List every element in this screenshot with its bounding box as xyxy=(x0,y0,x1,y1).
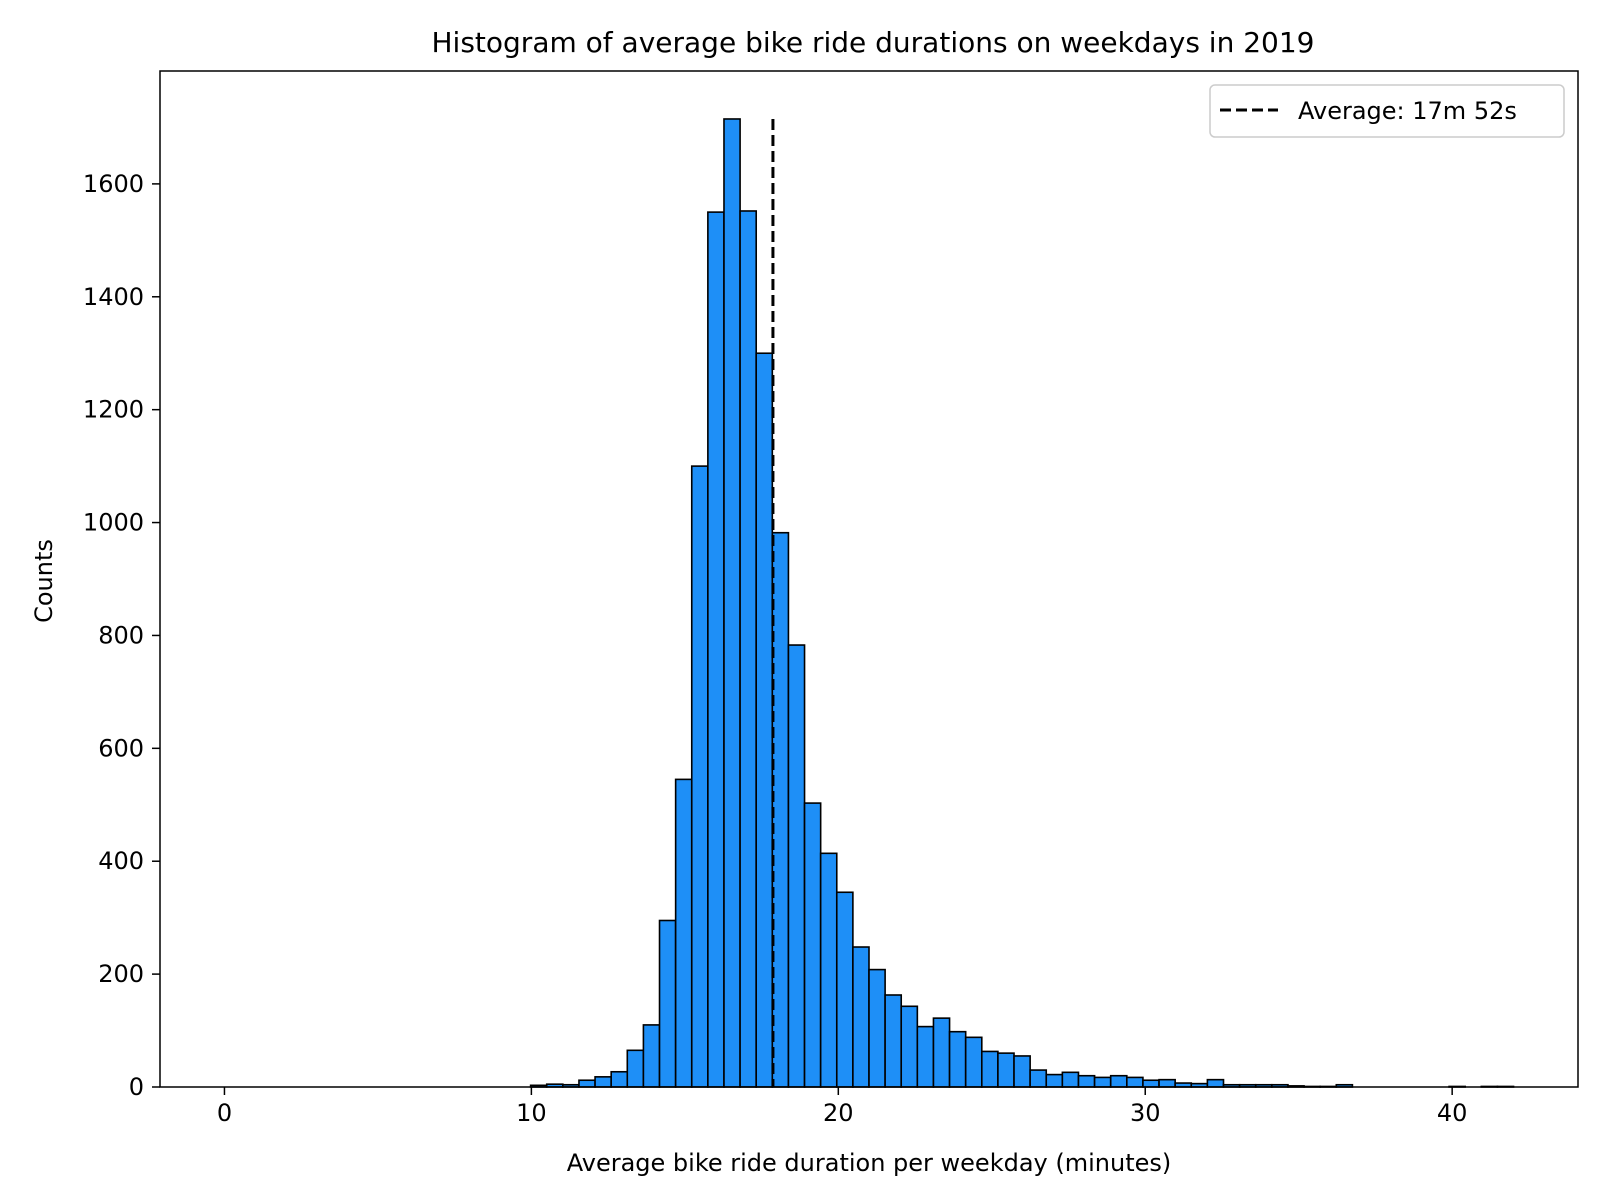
histogram-bar xyxy=(997,1052,1015,1088)
histogram-bar xyxy=(852,946,870,1088)
histogram-bar xyxy=(642,1024,661,1088)
histogram-bar xyxy=(1093,1076,1112,1088)
x-axis-ticks: 0 10 20 30 40 xyxy=(217,1087,1468,1127)
y-tick-label: 600 xyxy=(98,734,144,762)
histogram-bar xyxy=(980,1050,999,1088)
legend-entry-average: Average: 17m 52s xyxy=(1298,97,1517,125)
histogram-bar xyxy=(868,968,886,1088)
histogram-bar xyxy=(1126,1076,1144,1088)
histogram-bar xyxy=(1158,1078,1176,1088)
histogram-bar xyxy=(1142,1079,1160,1088)
histogram-bar xyxy=(626,1049,645,1088)
y-tick-label: 800 xyxy=(98,621,144,649)
histogram-bar xyxy=(916,1025,935,1088)
histogram-bar xyxy=(1029,1069,1048,1088)
histogram-bar xyxy=(900,1005,919,1088)
y-tick-label: 1400 xyxy=(83,283,144,311)
x-tick-label: 10 xyxy=(516,1099,547,1127)
x-tick-label: 40 xyxy=(1437,1099,1468,1127)
y-tick-label: 1600 xyxy=(83,170,144,198)
histogram-bar xyxy=(690,465,709,1088)
y-tick-label: 200 xyxy=(98,960,144,988)
y-tick-label: 1200 xyxy=(83,396,144,424)
plot-frame xyxy=(159,70,1579,1088)
legend-box xyxy=(1209,84,1565,138)
x-axis-label: Average bike ride duration per weekday (… xyxy=(567,1149,1172,1177)
x-tick-label: 0 xyxy=(217,1099,232,1127)
histogram-bar xyxy=(1077,1074,1096,1088)
histogram-bar xyxy=(707,211,725,1088)
x-tick-label: 30 xyxy=(1130,1099,1161,1127)
histogram-bar xyxy=(1061,1071,1080,1088)
histogram-bar xyxy=(658,919,677,1088)
histogram-bar xyxy=(1206,1078,1225,1088)
histogram-bar xyxy=(835,891,854,1088)
chart-title: Histogram of average bike ride durations… xyxy=(432,26,1315,59)
histogram-bar xyxy=(787,644,806,1088)
histogram-bar xyxy=(884,994,903,1088)
histogram-bars xyxy=(529,118,1515,1088)
y-tick-label: 1000 xyxy=(83,509,144,537)
histogram-bar xyxy=(594,1076,612,1088)
y-tick-label: 0 xyxy=(129,1073,144,1101)
histogram-bar xyxy=(1013,1055,1031,1088)
histogram-bar xyxy=(578,1079,596,1088)
x-tick-label: 20 xyxy=(823,1099,854,1127)
histogram-bar xyxy=(932,1017,951,1088)
histogram-bar xyxy=(964,1036,983,1088)
histogram-bar xyxy=(755,352,774,1088)
histogram-bar xyxy=(674,778,693,1088)
histogram-bar xyxy=(610,1070,629,1088)
histogram-bar xyxy=(948,1030,967,1088)
histogram-bar xyxy=(739,210,758,1088)
histogram-bar xyxy=(1109,1074,1128,1088)
histogram-bar xyxy=(771,531,790,1088)
histogram-bar xyxy=(819,852,838,1088)
histogram-bar xyxy=(723,118,741,1088)
y-axis-ticks: 0 200 400 600 800 1000 1200 1400 1600 xyxy=(83,170,160,1101)
histogram-bar xyxy=(803,802,822,1088)
y-tick-label: 400 xyxy=(98,847,144,875)
legend: Average: 17m 52s xyxy=(1209,84,1565,138)
histogram-bar xyxy=(1045,1073,1064,1088)
y-axis-label: Counts xyxy=(30,539,58,623)
